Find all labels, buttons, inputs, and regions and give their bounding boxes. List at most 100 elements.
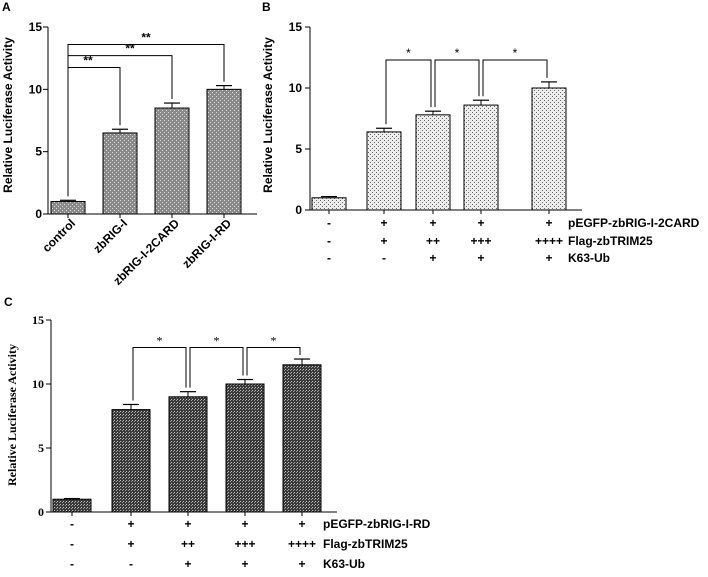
y-tick-label: 10	[29, 82, 43, 96]
condition-mark: +++	[470, 234, 491, 248]
bar	[415, 114, 451, 211]
category-label: control	[39, 216, 78, 255]
category-label: zbRIG-I-RD	[179, 216, 234, 271]
condition-mark: +	[477, 251, 484, 265]
significance-label: *	[214, 334, 220, 348]
significance-bracket	[385, 59, 432, 125]
y-tick-label: 0	[35, 207, 42, 221]
significance-label: **	[125, 42, 135, 56]
y-axis-label-a: Relative Luciferase Activity	[1, 37, 15, 193]
condition-mark: ++	[426, 234, 440, 248]
condition-label: Flag-zbTRIM25	[568, 234, 653, 248]
condition-mark: +	[298, 557, 305, 571]
condition-label: pEGFP-zbRIG-I-2CARD	[568, 216, 700, 230]
bar	[111, 409, 151, 513]
bar	[225, 383, 265, 513]
condition-mark: ++	[181, 537, 195, 551]
condition-table-c: - + + + + pEGFP-zbRIG-I-RD- + ++ +++ ++++ Flag-zbT…	[70, 517, 431, 571]
bar	[154, 107, 190, 215]
y-tick-label: 0	[295, 203, 302, 217]
y-axis-label-c: Relative Luciferase Activity	[5, 344, 19, 486]
condition-mark: +	[127, 517, 134, 531]
significance-label: *	[157, 334, 163, 348]
significance-label: *	[513, 46, 518, 60]
bars-c	[52, 358, 322, 513]
condition-mark: +++	[234, 537, 255, 551]
condition-mark: -	[70, 537, 74, 551]
significance-label: *	[406, 46, 411, 60]
condition-mark: -	[70, 557, 74, 571]
bar	[311, 197, 347, 211]
condition-mark: -	[327, 234, 331, 248]
condition-mark: -	[327, 251, 331, 265]
significance-label: *	[271, 334, 277, 348]
significance-bracket	[132, 347, 187, 401]
y-tick-label: 15	[32, 313, 44, 327]
condition-mark: +	[241, 517, 248, 531]
condition-mark: +	[298, 517, 305, 531]
condition-mark: +	[241, 557, 248, 571]
condition-mark: +	[429, 216, 436, 230]
bar	[206, 88, 242, 215]
condition-mark: +	[429, 251, 436, 265]
y-tick-label: 0	[38, 505, 44, 519]
condition-mark: ++++	[535, 234, 563, 248]
condition-mark: +	[127, 537, 134, 551]
bars-a	[50, 84, 242, 215]
significance-label: *	[455, 46, 460, 60]
condition-label: Flag-zbTRIM25	[323, 537, 408, 551]
condition-mark: ++++	[288, 537, 316, 551]
y-tick-label: 5	[35, 145, 42, 159]
panel-label-b: B	[262, 0, 271, 14]
panel-label-c: C	[4, 295, 13, 309]
condition-mark: -	[129, 557, 133, 571]
bar	[366, 131, 402, 211]
significance-bracket	[67, 43, 225, 197]
condition-label: K63-Ub	[323, 557, 365, 571]
significance-label: **	[83, 54, 93, 68]
bar	[463, 104, 499, 211]
y-tick-label: 10	[32, 377, 44, 391]
condition-mark: +	[380, 234, 387, 248]
significance-bracket	[246, 347, 301, 376]
significance-bracket	[434, 59, 480, 108]
bar	[168, 396, 208, 513]
y-tick-label: 5	[295, 142, 302, 156]
panel-a: A Relative Luciferase Activity 0 5 10 15 **…	[1, 0, 257, 288]
bar	[102, 132, 138, 215]
significance-a: ** ** **	[67, 30, 225, 197]
significance-label: **	[141, 30, 151, 44]
significance-bracket	[482, 59, 548, 97]
y-axis-label-b: Relative Luciferase Activity	[261, 37, 275, 193]
condition-mark: +	[545, 251, 552, 265]
y-tick-label: 15	[29, 20, 43, 34]
y-tick-label: 15	[289, 20, 303, 34]
bar	[52, 498, 92, 513]
bars-b	[311, 81, 567, 211]
significance-b: * * *	[385, 46, 548, 125]
y-tick-label: 5	[38, 441, 44, 455]
condition-mark: +	[477, 216, 484, 230]
condition-mark: +	[545, 216, 552, 230]
bar	[282, 364, 322, 513]
significance-c: * * *	[132, 334, 301, 401]
condition-mark: -	[70, 517, 74, 531]
bar	[50, 201, 86, 215]
condition-mark: +	[184, 517, 191, 531]
condition-mark: +	[380, 216, 387, 230]
category-label: zbRIG-I	[91, 216, 131, 256]
significance-bracket	[189, 347, 244, 388]
condition-label: pEGFP-zbRIG-I-RD	[323, 517, 431, 531]
condition-table-b: - + + + + pEGFP-zbRIG-I-2CARD- + ++ +++ ++++ Flag-…	[327, 216, 700, 265]
panel-label-a: A	[2, 0, 11, 14]
condition-mark: -	[327, 216, 331, 230]
bar	[531, 87, 567, 211]
condition-mark: +	[184, 557, 191, 571]
condition-label: K63-Ub	[568, 251, 610, 265]
condition-mark: -	[382, 251, 386, 265]
y-tick-label: 10	[289, 81, 303, 95]
